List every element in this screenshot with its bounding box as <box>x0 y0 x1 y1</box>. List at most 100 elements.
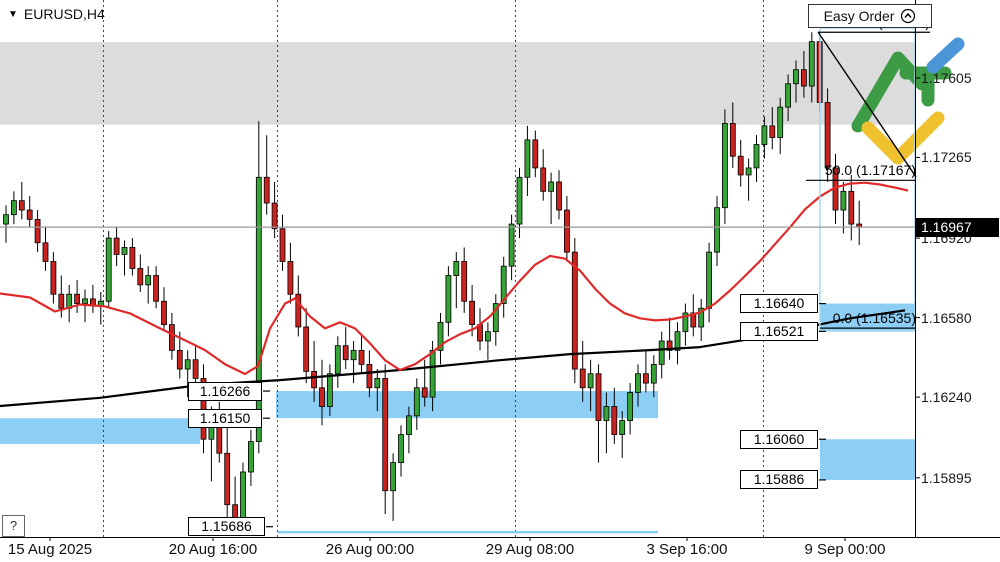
candle-bearish <box>342 345 349 361</box>
candle-bearish <box>137 268 144 286</box>
candle-bearish <box>216 417 223 454</box>
candle-bullish <box>208 417 215 440</box>
candle-bullish <box>413 387 420 417</box>
candle-bullish <box>492 303 499 333</box>
candle-bullish <box>453 261 460 276</box>
candle-bullish <box>484 331 491 342</box>
candle-bearish <box>311 371 318 389</box>
candle-bullish <box>145 275 152 286</box>
candle-bullish <box>658 340 665 365</box>
candle-bearish <box>200 378 207 440</box>
candle-bullish <box>398 434 404 464</box>
candle-bullish <box>745 167 752 176</box>
candle-bearish <box>769 125 776 138</box>
candle-bearish <box>421 387 428 398</box>
candle-bullish <box>105 237 112 302</box>
easy-order-panel[interactable]: Easy Order <box>808 4 932 28</box>
candle-bullish <box>777 106 784 138</box>
candle-bullish <box>184 359 191 370</box>
candle-bearish <box>287 261 294 295</box>
candle-bullish <box>516 176 523 225</box>
candle-bearish <box>737 155 744 176</box>
candle-bullish <box>698 307 705 328</box>
candle-bearish <box>34 218 41 244</box>
candle-bullish <box>247 441 254 473</box>
candle-bearish <box>26 209 33 220</box>
candle-bearish <box>824 102 831 169</box>
candle-bullish <box>390 462 397 492</box>
candle-bearish <box>74 293 80 304</box>
zone-support-left <box>0 418 200 444</box>
candle-bullish <box>121 247 128 255</box>
easy-order-collapse-icon[interactable] <box>900 8 916 24</box>
candle-bullish <box>808 41 815 87</box>
candle-bearish <box>161 300 167 326</box>
candle-bearish <box>571 251 578 370</box>
candle-bearish <box>279 228 286 262</box>
candle-bearish <box>113 237 120 255</box>
help-button[interactable]: ? <box>2 515 25 537</box>
candle-bullish <box>722 123 728 209</box>
candle-bullish <box>548 181 554 192</box>
candle-bullish <box>793 69 799 85</box>
candle-bullish <box>405 415 412 435</box>
candle-bullish <box>437 321 444 351</box>
candle-bearish <box>319 387 325 407</box>
candle-bullish <box>82 298 88 304</box>
candle-bullish <box>619 420 626 435</box>
candle-bearish <box>469 300 476 326</box>
candle-bearish <box>176 349 183 370</box>
axes-layer <box>0 0 1000 541</box>
symbol-dropdown-icon[interactable]: ▼ <box>8 8 18 20</box>
candle-bearish <box>611 406 618 435</box>
candle-bearish <box>564 209 570 253</box>
zone-resistance-gray <box>0 42 915 125</box>
candle-bearish <box>271 202 278 230</box>
candle-bullish <box>627 392 633 421</box>
zone-support-mid <box>276 391 658 419</box>
candle-bearish <box>153 275 160 302</box>
candle-bullish <box>374 378 381 389</box>
candle-bullish <box>587 373 594 389</box>
candle-bearish <box>224 452 231 506</box>
candle-bullish <box>840 190 847 211</box>
candle-bearish <box>690 312 697 328</box>
candle-bearish <box>595 373 602 421</box>
candle-bullish <box>753 144 760 169</box>
candle-bullish <box>650 363 657 384</box>
candle-bearish <box>42 242 49 262</box>
candle-bearish <box>303 326 310 372</box>
candle-bearish <box>801 69 807 87</box>
candle-bearish <box>729 123 736 157</box>
candle-bullish <box>761 125 768 145</box>
candle-bullish <box>10 200 17 216</box>
price-zones-layer <box>0 42 915 480</box>
fib-trend-line <box>817 31 917 178</box>
candle-bullish <box>714 207 720 253</box>
candle-bearish <box>168 324 175 351</box>
candle-bearish <box>540 167 547 192</box>
candle-bearish <box>366 363 373 389</box>
candle-bullish <box>350 349 357 361</box>
candle-bullish <box>429 349 436 398</box>
candle-bullish <box>508 223 515 267</box>
support-line-bottom <box>278 530 658 534</box>
candle-bearish <box>461 261 468 302</box>
candle-bullish <box>524 139 531 178</box>
candle-bearish <box>579 368 586 389</box>
candle-bearish <box>556 181 562 211</box>
candle-bullish <box>255 176 262 442</box>
candle-bearish <box>232 504 239 520</box>
candle-bullish <box>3 214 9 225</box>
candle-bullish <box>445 275 452 323</box>
fibonacci-layer <box>806 31 930 329</box>
candle-bearish <box>263 176 270 204</box>
candle-bullish <box>674 331 681 351</box>
easy-order-label: Easy Order <box>823 8 895 24</box>
candle-bullish <box>240 471 246 520</box>
candle-bullish <box>603 406 610 421</box>
moving-average-fast-red <box>0 181 909 376</box>
candle-bearish <box>532 139 539 169</box>
